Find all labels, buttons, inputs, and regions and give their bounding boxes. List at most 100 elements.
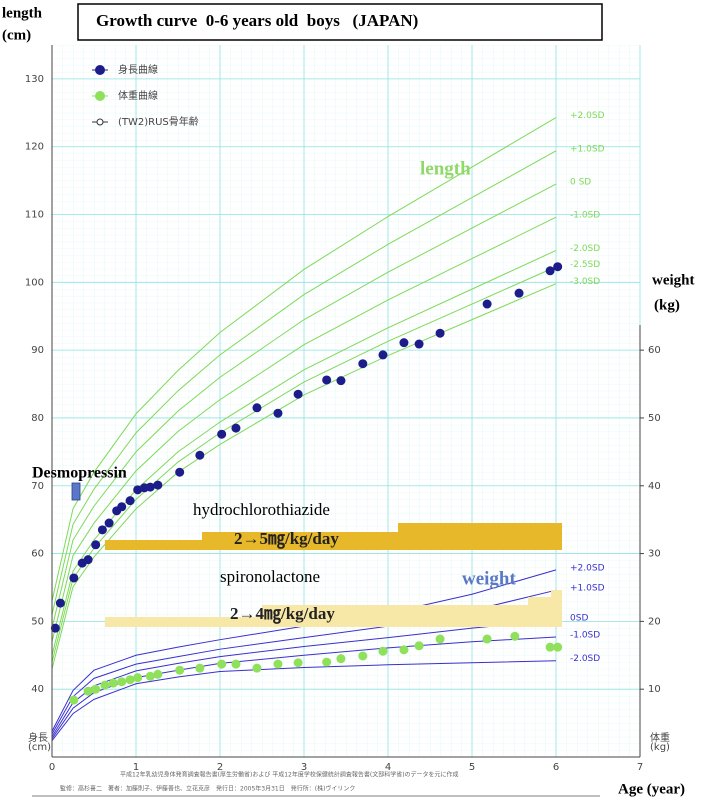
data-point [125,675,135,685]
annotation: 2→4㎎/kg/day [230,604,335,625]
curve-label: -2.0SD [570,654,600,664]
y-tick-label: 120 [25,142,44,153]
data-point [358,359,368,369]
desmopressin-marker [71,482,81,501]
spironolactone-bar [105,590,562,627]
data-point [358,651,368,661]
data-point [545,266,555,276]
data-point [91,540,101,550]
data-point [217,429,227,439]
y-corner-label: 身長 [28,731,48,744]
curve-label: -3.0SD [570,277,600,287]
x-tick-label: 6 [553,762,559,773]
data-point [399,645,409,655]
data-point [117,677,127,687]
data-point [273,659,283,669]
x-tick-label: 2 [217,762,223,773]
y-tick-label: 60 [31,549,44,560]
y2-axis-unit: (kg) [654,297,680,313]
legend-marker [96,118,104,126]
data-point [145,671,155,681]
data-point [231,423,241,433]
legend-label: (TW2)RUS骨年齢 [118,115,199,128]
data-point [217,659,227,669]
y2-tick-label: 10 [648,684,661,695]
data-point [133,673,143,683]
annotation: length [420,158,471,179]
reference-curve [51,183,557,629]
data-point [399,338,409,348]
data-point [514,288,524,298]
y-tick-label: 50 [31,616,44,627]
data-point [414,339,424,349]
data-point [117,502,127,512]
y2-corner-label: 体重 [650,731,670,744]
data-point [293,389,303,399]
y-axis-unit: (cm) [2,27,31,43]
y-tick-label: 110 [25,210,44,221]
y2-tick-label: 30 [648,549,661,560]
legend-marker [95,65,105,75]
data-point [153,669,163,679]
y2-tick-label: 60 [648,345,661,356]
data-point [83,555,93,565]
data-point [553,262,563,272]
curve-label: +1.0SD [570,144,605,154]
data-point [553,642,563,652]
data-point [69,573,79,583]
legend-label: 身長曲線 [118,63,158,76]
data-point [322,375,332,385]
curve-label: -1.0SD [570,630,600,640]
data-point [195,663,205,673]
data-point [195,450,205,460]
data-point [69,695,79,705]
y-axis-label: length [2,5,43,21]
x-tick-label: 7 [637,762,643,773]
y-corner-label: (cm) [28,742,51,753]
data-point [100,680,110,690]
data-point [108,678,118,688]
x-axis-label: Age (year) [618,781,685,797]
y-tick-label: 70 [31,481,44,492]
legend-marker [95,91,105,101]
reference-curve [51,569,557,732]
data-point [55,598,65,608]
y-tick-label: 130 [25,74,44,85]
data-point [378,646,388,656]
data-point [336,654,346,664]
x-tick-label: 5 [469,762,475,773]
data-point [482,634,492,644]
y-tick-label: 90 [31,345,44,356]
curve-label: +2.0SD [570,111,605,121]
curve-label: +1.0SD [570,584,605,594]
footnote: 監修：高杉喜二 著者：加藤則子、伊藤善也、立花克彦 発行日：2005年3月31日… [60,785,355,793]
reference-curve [51,250,557,656]
data-point [273,408,283,418]
data-point [252,663,262,673]
data-point [322,657,332,667]
data-point [91,684,101,694]
reference-curve [51,619,557,737]
curve-label: -2.5SD [570,260,600,270]
y2-tick-label: 40 [648,481,661,492]
data-point [153,480,163,490]
data-point [175,665,185,675]
curve-label: +2.0SD [570,563,605,573]
x-tick-label: 4 [385,762,391,773]
annotation: hydrochlorothiazide [193,500,330,519]
data-point [414,641,424,651]
data-point [125,496,135,506]
data-point [545,642,555,652]
footnote: 平成12年乳幼児身体発育調査報告書(厚生労働省)および 平成12年度学校保健統計… [120,771,459,779]
annotation: weight [462,568,517,589]
data-point [145,482,155,492]
data-point [336,376,346,386]
y-tick-label: 80 [31,413,44,424]
data-point [252,403,262,413]
marks: +2.0SD +1.0SD 0 SD -1.0SD -2.0SD -2.5SD -3.0SD… [50,111,605,742]
data-point [97,525,107,535]
reference-curve [51,150,557,615]
reference-curve [51,117,557,602]
